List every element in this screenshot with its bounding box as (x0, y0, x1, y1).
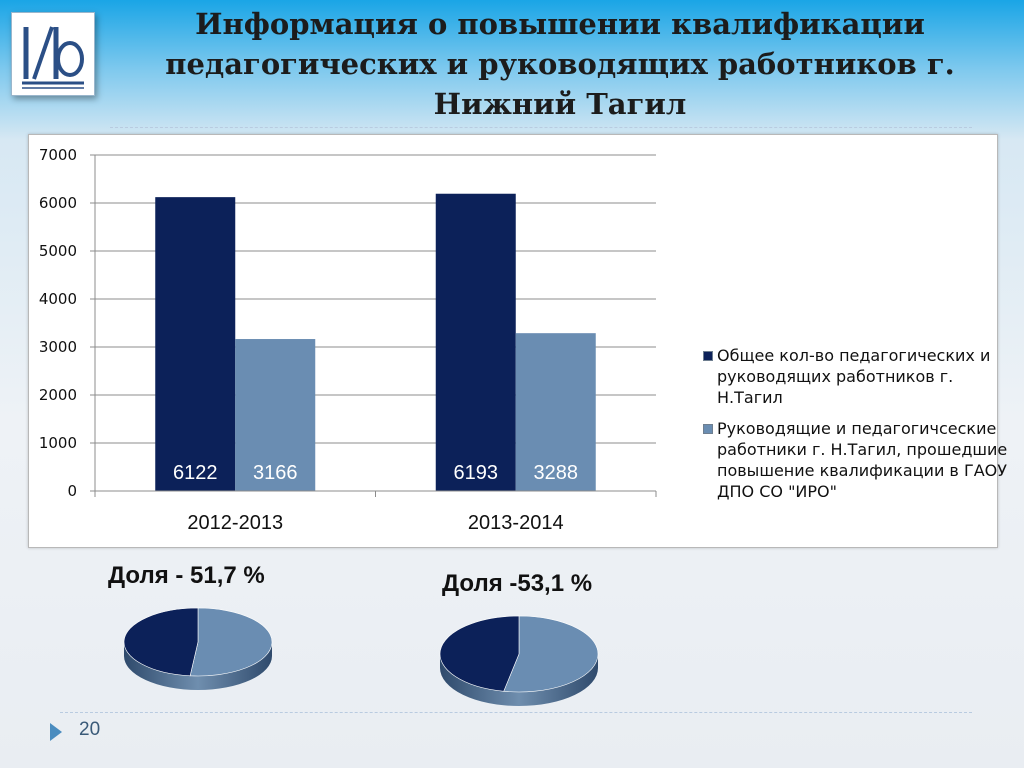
bar-2012-2013-series-0 (155, 197, 236, 492)
bar-chart-svg: 0 1000 2000 3000 4000 5000 6000 7000 6122 3166 201… (39, 146, 657, 534)
share-label-2013: Доля -53,1 % (442, 570, 593, 597)
pie-chart-2012 (123, 607, 273, 690)
x-tick-label: 2013-2014 (468, 512, 564, 534)
pie-2013-slice-other (439, 615, 520, 692)
ivo-logo-icon (22, 26, 84, 89)
legend-item-total: Общее кол-во педагогических и руководящи… (703, 345, 1019, 408)
arrow-right-icon (50, 723, 62, 741)
bar-2013-2014-series-0 (435, 193, 516, 491)
legend-item-trained: Руководящие и педагогичсеские работники … (703, 418, 1019, 502)
y-tick-label: 1000 (39, 434, 77, 452)
logo (11, 12, 95, 96)
slide-title: Информация о повышении квалификации педа… (165, 7, 955, 121)
y-tick-label: 7000 (39, 146, 77, 164)
y-tick-label: 5000 (39, 242, 77, 260)
data-label: 3166 (253, 462, 298, 484)
data-label: 6122 (173, 462, 218, 484)
share-label-2012: Доля - 51,7 % (108, 562, 265, 589)
y-tick-label: 0 (67, 482, 77, 500)
y-tick-label: 4000 (39, 290, 77, 308)
pie-2012-side (124, 642, 272, 690)
page-number: 20 (79, 719, 101, 740)
legend-label-trained: Руководящие и педагогичсеские работники … (717, 419, 1008, 501)
bar-chart: 0 1000 2000 3000 4000 5000 6000 7000 6122 3166 201… (28, 134, 1007, 548)
chart-legend: Общее кол-во педагогических и руководящи… (703, 345, 1019, 512)
pie-2013-side (440, 654, 598, 706)
bar-2013-2014-series-1 (515, 333, 596, 491)
title-divider (110, 127, 972, 128)
y-tick-label: 6000 (39, 194, 77, 212)
legend-swatch-trained (703, 424, 713, 434)
pie-2013-slice-trained (503, 615, 599, 693)
pie-chart-2013 (439, 615, 599, 706)
pie-2012-slice-other (123, 607, 199, 677)
y-tick-label: 3000 (39, 338, 77, 356)
pie-2012-slice-trained (189, 607, 273, 677)
bar-2012-2013-series-1 (235, 339, 316, 491)
legend-label-total: Общее кол-во педагогических и руководящи… (717, 346, 991, 407)
data-label: 6193 (454, 462, 499, 484)
data-label: 3288 (534, 462, 579, 484)
x-tick-label: 2012-2013 (187, 512, 283, 534)
footer-divider (60, 712, 972, 713)
legend-swatch-total (703, 351, 713, 361)
y-tick-label: 2000 (39, 386, 77, 404)
